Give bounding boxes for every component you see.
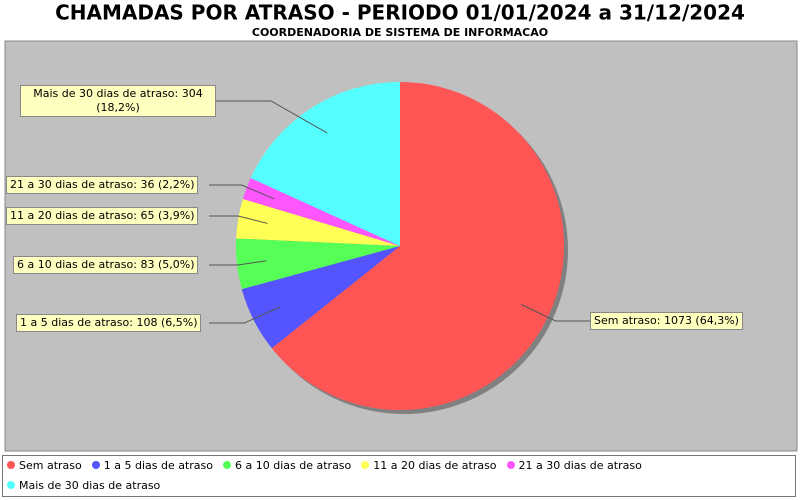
legend-label: Mais de 30 dias de atraso [19, 478, 161, 492]
legend-swatch [7, 461, 15, 469]
slice-label: 6 a 10 dias de atraso: 83 (5,0%) [13, 256, 199, 274]
chart-title: CHAMADAS POR ATRASO - PERIODO 01/01/2024… [55, 1, 745, 25]
pie-slice [250, 82, 400, 246]
legend-label: 21 a 30 dias de atraso [518, 458, 642, 472]
label-link [209, 184, 275, 200]
legend-item: 11 a 20 dias de atraso [361, 458, 497, 472]
legend-item: 1 a 5 dias de atraso [91, 458, 214, 472]
pie-slice [242, 178, 400, 246]
slice-label: 21 a 30 dias de atraso: 36 (2,2%) [6, 176, 199, 194]
chart-subtitle: COORDENADORIA DE SISTEMA DE INFORMACAO [252, 26, 548, 39]
legend: Sem atraso 1 a 5 dias de atraso 6 a 10 dia… [2, 455, 796, 497]
legend-label: 11 a 20 dias de atraso [373, 458, 497, 472]
legend-label: 1 a 5 dias de atraso [103, 458, 214, 472]
legend-item: 21 a 30 dias de atraso [506, 458, 642, 472]
slice-label: 11 a 20 dias de atraso: 65 (3,9%) [6, 207, 199, 225]
pie-slice [236, 238, 400, 290]
label-link [209, 306, 281, 324]
slice-label: Sem atraso: 1073 (64,3%) [590, 312, 743, 330]
legend-item: Mais de 30 dias de atraso [7, 478, 160, 492]
legend-swatch [506, 461, 515, 469]
legend-item: 6 a 10 dias de atraso [223, 458, 351, 472]
legend-item: Sem atraso [7, 458, 82, 472]
legend-label: Sem atraso [19, 458, 82, 472]
slice-label: Mais de 30 dias de atraso: 304 (18,2%) [20, 85, 216, 117]
label-link [215, 100, 328, 134]
pie-slice [241, 246, 400, 349]
slice-label: 1 a 5 dias de atraso: 108 (6,5%) [16, 314, 202, 332]
legend-swatch [223, 461, 232, 469]
label-link [209, 260, 267, 266]
pie-slice [271, 82, 564, 410]
legend-label: 6 a 10 dias de atraso [235, 458, 352, 472]
label-link [209, 215, 268, 224]
legend-swatch [7, 481, 15, 489]
legend-swatch [91, 461, 100, 469]
pie-slice [236, 198, 400, 246]
legend-swatch [361, 461, 370, 469]
label-link [520, 303, 590, 322]
